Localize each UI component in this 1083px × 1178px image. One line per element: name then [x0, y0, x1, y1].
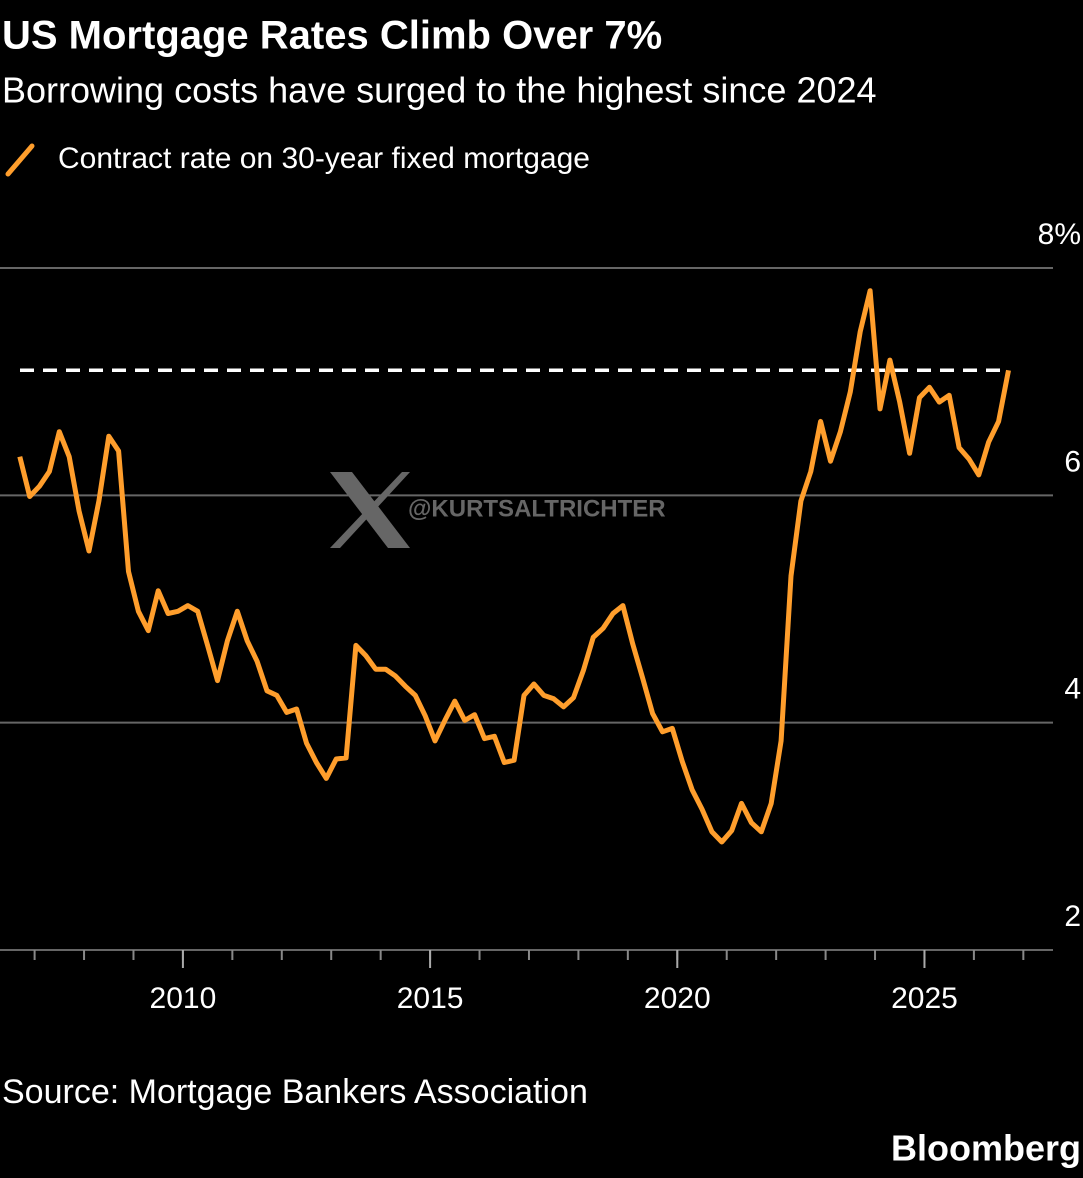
- watermark-logo: [330, 472, 410, 548]
- watermark: @KURTSALTRICHTER: [330, 472, 666, 548]
- legend: Contract rate on 30-year fixed mortgage: [5, 142, 590, 177]
- source: Source: Mortgage Bankers Association: [2, 1073, 588, 1111]
- y-tick-label: 6: [1064, 445, 1081, 478]
- chart-title: US Mortgage Rates Climb Over 7%: [2, 14, 662, 58]
- legend-swatch: [5, 143, 35, 177]
- x-tick-label: 2025: [891, 982, 958, 1015]
- brand: Bloomberg: [891, 1128, 1081, 1169]
- y-tick-label: 8%: [1038, 218, 1081, 251]
- watermark-text: @KURTSALTRICHTER: [408, 495, 666, 522]
- chart-subtitle: Borrowing costs have surged to the highe…: [2, 70, 877, 111]
- x-tick-label: 2015: [397, 982, 464, 1015]
- x-tick-label: 2010: [150, 982, 217, 1015]
- y-tick-label: 4: [1064, 673, 1081, 706]
- data-line: [17, 288, 1011, 845]
- y-tick-label: 2: [1064, 900, 1081, 933]
- legend-label: Contract rate on 30-year fixed mortgage: [58, 142, 590, 175]
- x-tick-label: 2020: [644, 982, 711, 1015]
